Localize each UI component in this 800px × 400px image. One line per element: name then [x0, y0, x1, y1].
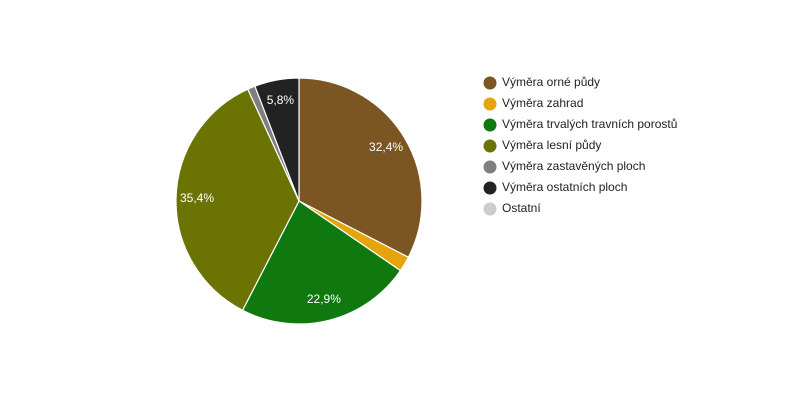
pie-data-labels: 32,4% 22,9% 35,4% 5,8% [180, 93, 403, 306]
legend-marker-1[interactable] [483, 97, 497, 111]
pie-slice-2[interactable] [241, 200, 402, 325]
legend-marker-5[interactable] [483, 181, 497, 195]
data-label-0: 32,4% [369, 140, 403, 154]
pie-slice-5[interactable] [254, 77, 300, 202]
legend-marker-3[interactable] [483, 139, 497, 153]
legend-marker-0[interactable] [483, 76, 497, 90]
legend-label-2[interactable]: Výměra trvalých travních porostů [502, 117, 677, 131]
pie-slices [175, 77, 423, 325]
data-label-3: 35,4% [180, 191, 214, 205]
legend-label-4[interactable]: Výměra zastavěných ploch [502, 159, 645, 173]
legend: Výměra orné půdy Výměra zahrad Výměra trva… [483, 75, 677, 216]
legend-label-3[interactable]: Výměra lesní půdy [502, 138, 601, 152]
legend-marker-4[interactable] [483, 160, 497, 174]
legend-label-1[interactable]: Výměra zahrad [502, 96, 583, 110]
legend-marker-6[interactable] [483, 202, 497, 216]
pie-slice-0[interactable] [298, 77, 423, 259]
legend-marker-2[interactable] [483, 118, 497, 132]
data-label-5: 5,8% [267, 93, 295, 107]
legend-label-0[interactable]: Výměra orné půdy [502, 75, 600, 89]
legend-label-6[interactable]: Ostatní [502, 201, 541, 215]
pie-slice-3[interactable] [175, 88, 300, 312]
legend-label-5[interactable]: Výměra ostatních ploch [502, 180, 627, 194]
data-label-2: 22,9% [307, 292, 341, 306]
